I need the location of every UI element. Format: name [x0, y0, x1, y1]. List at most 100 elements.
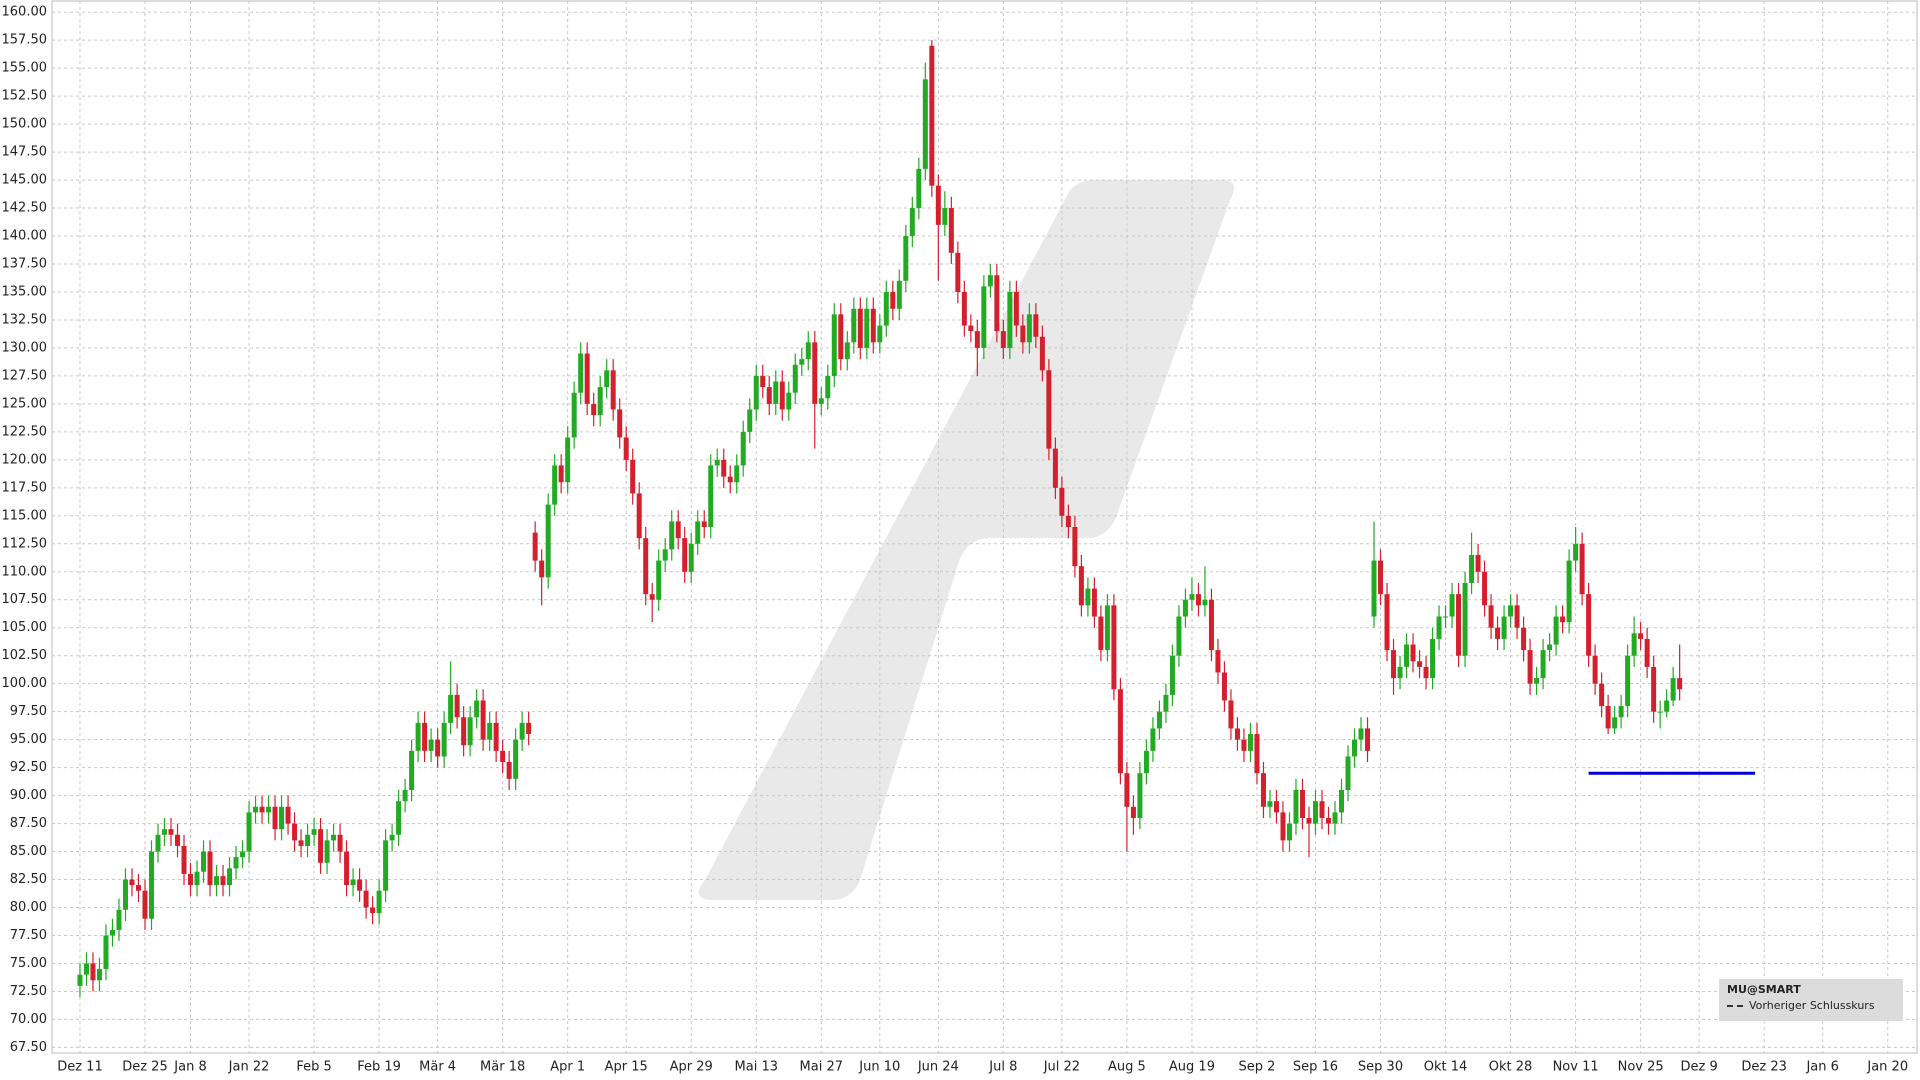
candle-body [1410, 644, 1416, 662]
candle-body [1208, 599, 1214, 651]
candle-body [1651, 666, 1657, 712]
candle-body [253, 806, 259, 813]
candle-body [1462, 582, 1468, 656]
y-tick-label: 122.50 [2, 424, 48, 439]
candle-body [552, 465, 558, 505]
candle-body [331, 834, 337, 841]
candle-body [1260, 773, 1266, 807]
candle-body [1312, 801, 1318, 824]
candle-body [1163, 694, 1169, 712]
candle-body [500, 750, 506, 763]
candle-body [1072, 527, 1078, 567]
candle-body [1482, 571, 1488, 606]
candle-body [1104, 605, 1110, 651]
candle-body [1436, 616, 1442, 639]
candle-body [565, 437, 571, 483]
x-tick-label: Sep 30 [1358, 1060, 1403, 1075]
candle-body [493, 722, 499, 751]
candle-body [1098, 616, 1104, 651]
candle-body [1514, 605, 1520, 628]
candle-body [513, 739, 519, 779]
y-tick-label: 142.50 [2, 201, 48, 216]
candle-body [890, 291, 896, 309]
candle-body [708, 465, 714, 527]
y-tick-label: 75.00 [10, 956, 47, 971]
x-tick-label: Sep 16 [1293, 1060, 1338, 1075]
candle-body [1638, 633, 1644, 639]
x-tick-label: Feb 19 [357, 1060, 401, 1075]
x-tick-label: Feb 5 [296, 1060, 331, 1075]
y-tick-label: 130.00 [2, 340, 48, 355]
candle-body [259, 806, 265, 813]
candle-body [363, 890, 369, 908]
candle-body [1579, 543, 1585, 595]
y-tick-label: 125.00 [2, 396, 48, 411]
candle-body [266, 806, 272, 813]
candle-body [1547, 644, 1553, 651]
x-tick-label: Dez 11 [57, 1060, 103, 1075]
candle-body [305, 834, 311, 846]
candle-body [311, 829, 317, 835]
candle-body [701, 521, 707, 527]
plot-frame [51, 0, 1918, 1054]
candle-body [103, 935, 109, 970]
x-tick-label: Mär 18 [480, 1060, 525, 1075]
candle-body [116, 909, 122, 930]
y-tick-label: 115.00 [2, 508, 48, 523]
candle-body [83, 963, 89, 975]
candle-body [734, 465, 740, 483]
candle-body [636, 493, 642, 539]
candle-body [1573, 543, 1579, 561]
candle-body [1501, 616, 1507, 639]
candle-body [838, 314, 844, 360]
y-tick-label: 150.00 [2, 117, 48, 132]
candle-body [246, 812, 252, 852]
candle-body [279, 806, 285, 830]
y-tick-label: 157.50 [2, 33, 48, 48]
candle-body [344, 851, 350, 886]
candle-body [1085, 588, 1091, 606]
candle-body [1117, 689, 1123, 774]
candle-body [467, 717, 473, 746]
candle-body [1026, 314, 1032, 343]
candle-body [1143, 750, 1149, 774]
candle-body [935, 185, 941, 225]
candle-body [1059, 487, 1065, 516]
candle-body [532, 532, 538, 561]
candle-body [1241, 739, 1247, 751]
candle-body [721, 459, 727, 477]
legend-title: MU@SMART [1727, 983, 1801, 996]
candle-body [974, 331, 980, 348]
candle-body [740, 431, 746, 466]
x-tick-label: Sep 2 [1239, 1060, 1276, 1075]
candle-body [558, 465, 564, 483]
candle-body [1449, 594, 1455, 617]
candle-body [402, 790, 408, 802]
candle-body [987, 275, 993, 287]
x-tick-label: Mai 27 [800, 1060, 843, 1075]
candle-body [916, 168, 922, 209]
y-tick-label: 120.00 [2, 452, 48, 467]
candle-body [526, 722, 532, 735]
candle-body [506, 762, 512, 779]
candle-body [1039, 336, 1045, 371]
candle-body [90, 963, 96, 981]
candle-body [578, 353, 584, 393]
x-tick-label: Jan 8 [173, 1060, 206, 1075]
candle-body [77, 974, 83, 986]
candle-body [188, 873, 194, 886]
y-tick-label: 112.50 [2, 536, 48, 551]
x-tick-label: Aug 5 [1108, 1060, 1146, 1075]
candle-body [1000, 331, 1006, 348]
candle-body [1664, 700, 1670, 712]
candle-body [675, 521, 681, 539]
y-tick-label: 147.50 [2, 145, 48, 160]
y-tick-label: 160.00 [2, 5, 48, 20]
candle-body [1189, 594, 1195, 600]
candle-body [1423, 666, 1429, 679]
candle-body [1339, 790, 1345, 813]
x-tick-label: Jan 20 [1866, 1060, 1908, 1075]
candle-body [994, 275, 1000, 332]
candle-body [961, 291, 967, 326]
